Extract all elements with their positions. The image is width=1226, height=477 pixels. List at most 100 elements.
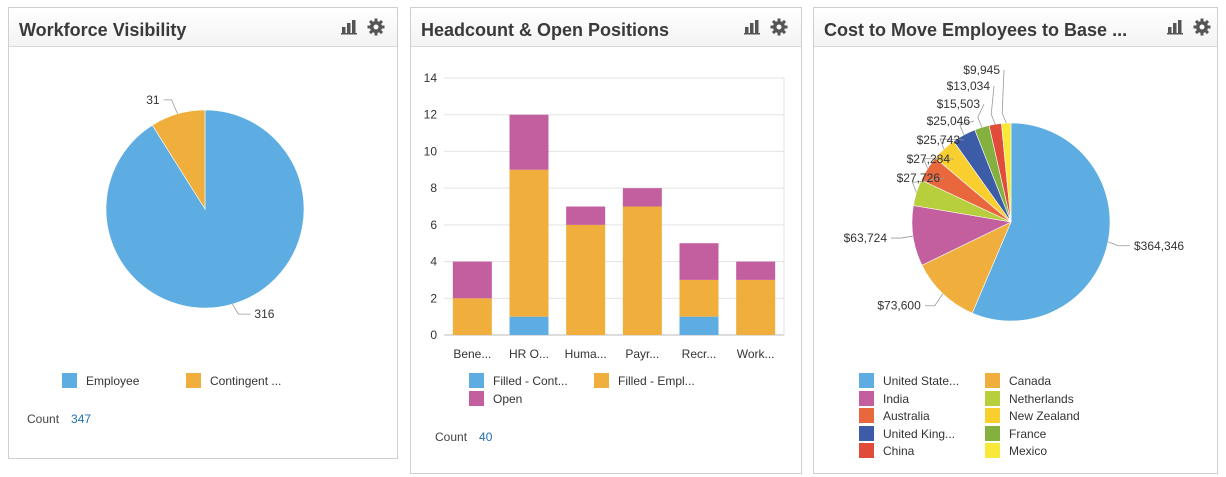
bar-hr-o-filled-cont[interactable] [510, 317, 549, 335]
panel-title: Cost to Move Employees to Base ... [824, 20, 1127, 41]
gear-icon[interactable] [769, 17, 789, 37]
panel-header: Cost to Move Employees to Base ... [814, 8, 1217, 47]
leader-line [1002, 70, 1006, 123]
bar-bene-filled-empl[interactable] [453, 298, 492, 335]
count-value[interactable]: 40 [479, 430, 492, 444]
y-tick-label: 6 [430, 218, 437, 232]
legend-swatch [985, 408, 1000, 423]
bar-chart-icon[interactable] [340, 17, 360, 37]
legend-swatch [859, 373, 874, 388]
headcount-bar-chart: 02468101214Bene... HR O... Huma... Payr... R… [411, 46, 801, 366]
legend-label: United King... [883, 426, 955, 442]
y-tick-label: 0 [430, 328, 437, 342]
legend-label: Open [493, 391, 522, 407]
data-label: $13,034 [947, 79, 991, 93]
gear-icon[interactable] [366, 17, 386, 37]
data-label: 31 [146, 93, 160, 107]
y-tick-label: 2 [430, 291, 437, 305]
legend-swatch [985, 443, 1000, 458]
bar-bene-open[interactable] [453, 262, 492, 299]
leader-line [1108, 242, 1130, 246]
leader-line [991, 86, 995, 124]
bar-chart-icon[interactable] [1166, 17, 1186, 37]
x-tick-label: Bene... [453, 347, 491, 361]
data-label: $27,726 [897, 171, 941, 185]
y-tick-label: 4 [430, 255, 437, 269]
bar-huma-open[interactable] [566, 207, 605, 225]
bar-chart-icon[interactable] [743, 17, 763, 37]
gear-icon[interactable] [1192, 17, 1212, 37]
data-label: $63,724 [844, 231, 888, 245]
bar-work-filled-empl[interactable] [736, 280, 775, 335]
bar-hr-o-filled-empl[interactable] [510, 170, 549, 317]
leader-line [925, 294, 943, 306]
data-label: $15,503 [937, 97, 981, 111]
x-tick-label: Recr... [682, 347, 717, 361]
y-tick-label: 12 [424, 108, 438, 122]
y-tick-label: 14 [424, 71, 438, 85]
legend-label: China [883, 443, 914, 459]
legend-swatch [469, 373, 484, 388]
count-label: Count [435, 430, 467, 444]
relocation-cost-panel: Cost to Move Employees to Base ... $364,… [813, 7, 1218, 474]
count-label: Count [27, 412, 59, 426]
legend: Employee Contingent ... [62, 373, 382, 393]
legend-label: Contingent ... [210, 373, 281, 389]
leader-line [891, 236, 913, 238]
count-value[interactable]: 347 [71, 412, 91, 426]
leader-line [164, 100, 178, 114]
panel-title: Workforce Visibility [19, 20, 186, 41]
legend-swatch [859, 426, 874, 441]
headcount-panel: Headcount & Open Positions 0 2 4 6 8 10 12 14 Be… [410, 7, 802, 474]
relocation-cost-pie-chart: $364,346 $73,600 $63,724 $27,726 $27,284 $25,… [814, 46, 1217, 366]
bar-hr-o-open[interactable] [510, 115, 549, 170]
legend-label: Australia [883, 408, 930, 424]
bar-payr-open[interactable] [623, 188, 662, 206]
legend-swatch [469, 391, 484, 406]
x-tick-label: Huma... [565, 347, 607, 361]
data-label: $9,945 [963, 63, 1000, 77]
data-label: $27,284 [907, 152, 951, 166]
data-label: 316 [254, 307, 274, 321]
legend-swatch [594, 373, 609, 388]
bar-recr-open[interactable] [680, 243, 719, 280]
bar-work-open[interactable] [736, 262, 775, 280]
legend-swatch [62, 373, 77, 388]
legend: United State... Canada India Netherlands Aus… [859, 373, 1199, 463]
data-label: $73,600 [877, 299, 921, 313]
workforce-visibility-panel: Workforce Visibility 316 31 Employee Conti… [8, 7, 398, 459]
y-tick-label: 8 [430, 181, 437, 195]
legend-swatch [186, 373, 201, 388]
legend-label: India [883, 391, 909, 407]
workforce-pie-chart: 316 31 [9, 46, 397, 346]
legend-swatch [859, 408, 874, 423]
legend-swatch [859, 443, 874, 458]
legend-label: United State... [883, 373, 959, 389]
legend-label: Mexico [1009, 443, 1047, 459]
x-tick-label: HR O... [509, 347, 549, 361]
legend-swatch [985, 391, 1000, 406]
bar-payr-filled-empl[interactable] [623, 207, 662, 336]
legend-swatch [859, 391, 874, 406]
data-label: $25,046 [927, 114, 971, 128]
bar-huma-filled-empl[interactable] [566, 225, 605, 335]
count-row: Count 40 [435, 430, 492, 444]
legend-label: Filled - Cont... [493, 373, 568, 389]
legend-label: New Zealand [1009, 408, 1080, 424]
legend-label: Employee [86, 373, 139, 389]
data-label: $25,743 [917, 133, 961, 147]
y-tick-label: 10 [424, 144, 438, 158]
legend: Filled - Cont... Filled - Empl... Open [469, 373, 789, 413]
leader-line [232, 304, 250, 314]
x-tick-label: Work... [737, 347, 775, 361]
legend-swatch [985, 373, 1000, 388]
bar-recr-filled-cont[interactable] [680, 317, 719, 335]
data-label: $364,346 [1134, 239, 1184, 253]
bar-recr-filled-empl[interactable] [680, 280, 719, 317]
panel-header: Workforce Visibility [9, 8, 397, 47]
legend-label: Filled - Empl... [618, 373, 695, 389]
panel-header: Headcount & Open Positions [411, 8, 801, 47]
panel-title: Headcount & Open Positions [421, 20, 669, 41]
legend-label: Canada [1009, 373, 1051, 389]
legend-label: France [1009, 426, 1046, 442]
